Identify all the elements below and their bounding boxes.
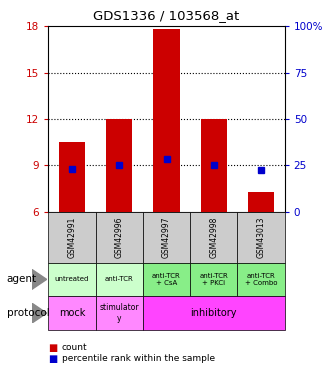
Text: untreated: untreated	[55, 276, 89, 282]
Polygon shape	[32, 269, 47, 290]
Bar	[248, 192, 274, 212]
Text: agent: agent	[7, 274, 37, 284]
Bar	[106, 119, 132, 212]
Text: percentile rank within the sample: percentile rank within the sample	[62, 354, 215, 363]
Text: GSM43013: GSM43013	[256, 216, 266, 258]
Text: anti-TCR
+ CsA: anti-TCR + CsA	[152, 273, 181, 286]
Bar	[59, 142, 85, 212]
Text: count: count	[62, 343, 87, 352]
Text: GSM42998: GSM42998	[209, 216, 218, 258]
Text: stimulator
y: stimulator y	[100, 303, 139, 323]
Text: GSM42997: GSM42997	[162, 216, 171, 258]
Text: GSM42996: GSM42996	[115, 216, 124, 258]
Text: mock: mock	[59, 308, 85, 318]
Text: ■: ■	[48, 354, 58, 364]
Bar	[154, 29, 179, 212]
Text: inhibitory: inhibitory	[190, 308, 237, 318]
Text: ■: ■	[48, 343, 58, 352]
Polygon shape	[32, 303, 47, 323]
Text: GSM42991: GSM42991	[67, 216, 77, 258]
Text: GDS1336 / 103568_at: GDS1336 / 103568_at	[93, 9, 240, 22]
Text: protocol: protocol	[7, 308, 49, 318]
Bar	[201, 119, 227, 212]
Text: anti-TCR
+ PKCi: anti-TCR + PKCi	[199, 273, 228, 286]
Text: anti-TCR
+ Combo: anti-TCR + Combo	[245, 273, 277, 286]
Text: anti-TCR: anti-TCR	[105, 276, 134, 282]
